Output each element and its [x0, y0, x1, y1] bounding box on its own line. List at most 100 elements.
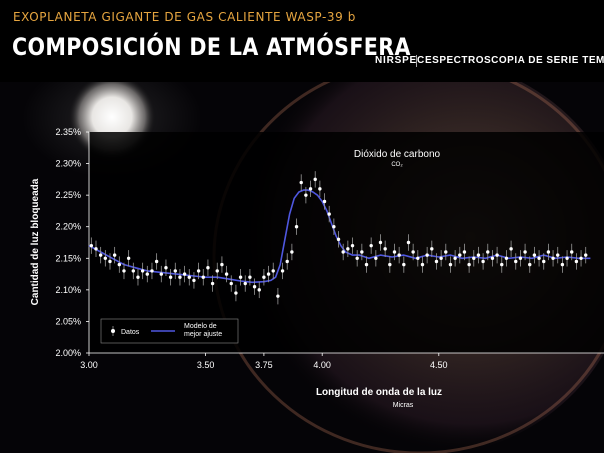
- data-point: [285, 253, 289, 270]
- x-tick-label: 3.75: [255, 360, 273, 370]
- data-marker: [108, 259, 112, 264]
- data-point: [565, 250, 569, 267]
- data-marker: [150, 269, 154, 273]
- data-marker: [537, 256, 541, 260]
- data-point: [112, 246, 117, 264]
- data-point: [518, 250, 523, 267]
- data-marker: [434, 259, 439, 264]
- x-tick-label: 3.50: [197, 360, 215, 370]
- x-axis-ticks: 3.00 3.50 3.75 4.00 4.50: [80, 353, 448, 370]
- x-axis-label: Longitud de onda de la luz: [316, 387, 442, 398]
- data-marker: [318, 187, 322, 191]
- data-marker: [472, 256, 476, 260]
- data-points-series: [89, 171, 588, 305]
- data-point: [290, 243, 294, 261]
- data-point: [420, 256, 425, 273]
- data-marker: [285, 259, 289, 264]
- data-point: [504, 250, 509, 267]
- data-marker: [94, 247, 98, 251]
- data-marker: [486, 250, 490, 254]
- data-point: [416, 250, 420, 267]
- data-point: [271, 262, 275, 280]
- data-point: [350, 237, 355, 254]
- data-point: [220, 256, 224, 273]
- data-marker: [462, 250, 467, 254]
- data-marker: [397, 253, 401, 257]
- data-marker: [570, 250, 574, 254]
- data-point: [364, 256, 369, 273]
- data-point: [360, 243, 364, 261]
- data-marker: [145, 272, 149, 276]
- data-point: [551, 250, 555, 267]
- x-tick-label: 4.00: [313, 360, 331, 370]
- data-marker: [196, 269, 201, 273]
- data-point: [560, 256, 565, 273]
- data-point: [164, 259, 168, 276]
- data-point: [425, 246, 429, 264]
- data-point: [206, 259, 210, 276]
- data-point: [439, 250, 443, 267]
- y-tick-label: 2.20%: [55, 222, 81, 232]
- data-marker: [481, 259, 485, 264]
- data-marker: [476, 253, 481, 257]
- y-tick-label: 2.30%: [55, 159, 81, 169]
- data-marker: [509, 247, 513, 251]
- data-marker: [406, 240, 411, 245]
- data-marker: [271, 269, 275, 273]
- data-point: [378, 234, 383, 251]
- y-axis-ticks: 2.00% 2.05% 2.10% 2.15% 2.20% 2.25% 2.30% 2.35%: [55, 127, 89, 358]
- data-point: [224, 265, 229, 283]
- data-marker: [378, 240, 383, 245]
- data-marker: [243, 281, 247, 286]
- data-point: [579, 250, 583, 267]
- data-point: [584, 246, 588, 264]
- data-marker: [495, 253, 499, 257]
- data-marker: [89, 243, 94, 248]
- data-point: [313, 171, 317, 188]
- data-marker: [252, 285, 257, 289]
- data-point: [327, 205, 331, 223]
- data-marker: [448, 262, 453, 267]
- data-point: [159, 265, 163, 283]
- data-marker: [299, 180, 303, 185]
- data-point: [369, 237, 373, 254]
- data-point: [178, 269, 182, 286]
- data-point: [187, 269, 191, 286]
- data-marker: [551, 256, 555, 260]
- data-point: [150, 262, 154, 280]
- data-point: [341, 243, 345, 261]
- data-marker: [425, 253, 429, 257]
- data-point: [346, 240, 350, 258]
- data-point: [252, 278, 257, 295]
- data-point: [481, 253, 485, 270]
- data-marker: [164, 266, 168, 270]
- data-marker: [528, 262, 532, 267]
- data-marker: [294, 225, 299, 229]
- suptitle: EXOPLANETA GIGANTE DE GAS CALIENTE WASP-…: [13, 10, 357, 24]
- data-point: [392, 243, 397, 261]
- data-marker: [173, 269, 177, 273]
- data-point: [434, 253, 439, 270]
- data-point: [280, 262, 285, 280]
- data-point: [388, 256, 392, 273]
- x-axis-unit: Micras: [393, 402, 414, 409]
- data-marker: [369, 243, 373, 248]
- data-marker: [360, 250, 364, 254]
- data-marker: [262, 275, 266, 279]
- data-point: [500, 256, 504, 273]
- data-point: [332, 218, 336, 235]
- data-point: [89, 237, 94, 254]
- data-point: [397, 246, 401, 264]
- data-point: [229, 275, 233, 292]
- data-point: [94, 240, 98, 258]
- page-title: COMPOSICIÓN DE LA ATMÓSFERA: [12, 33, 411, 61]
- data-point: [523, 243, 527, 261]
- data-point: [444, 243, 448, 261]
- data-marker: [584, 253, 588, 257]
- data-point: [238, 269, 243, 286]
- data-marker: [336, 237, 341, 242]
- data-point: [304, 186, 308, 204]
- data-marker: [117, 262, 122, 267]
- data-point: [383, 240, 387, 258]
- data-point: [472, 250, 476, 267]
